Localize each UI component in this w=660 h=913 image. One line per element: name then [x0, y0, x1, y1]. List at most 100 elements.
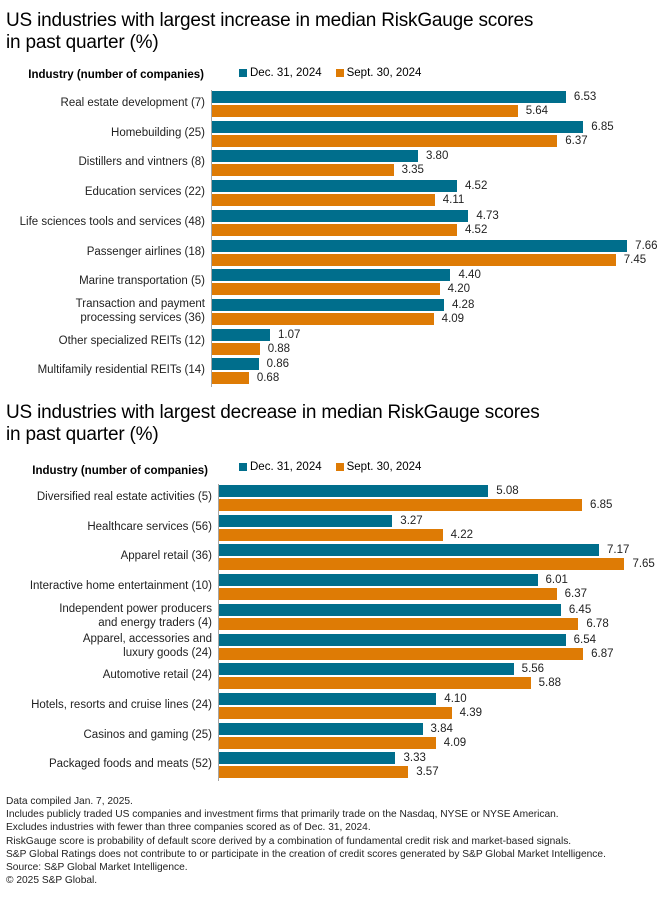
data-label-sept: 3.35 [401, 164, 424, 177]
data-label-dec: 0.86 [266, 358, 289, 371]
category-label-line: Marine transportation (5) [79, 275, 205, 288]
bar-dec [212, 269, 451, 282]
bar-dec [219, 722, 423, 735]
bar-sept [212, 372, 249, 385]
bar-dec [219, 692, 437, 705]
bar-dec [212, 328, 270, 341]
legend-swatch-dec [239, 463, 247, 471]
chart-2-legend: Dec. 31, 2024 Sept. 30, 2024 [239, 461, 421, 473]
data-label-sept: 5.88 [538, 677, 562, 690]
bar-sept [219, 617, 579, 630]
data-label-dec: 3.27 [400, 514, 423, 527]
bar-sept [212, 253, 616, 266]
bar-sept [219, 499, 583, 511]
category-label: Passenger airlines (18) [0, 245, 205, 259]
data-label-sept: 0.68 [256, 372, 280, 385]
category-label-line: Packaged foods and meats (52) [48, 758, 212, 771]
bar-dec [219, 752, 396, 765]
data-label-sept: 5.64 [525, 105, 549, 117]
bar-dec [212, 298, 444, 311]
footnotes: Data compiled Jan. 7, 2025. Includes pub… [6, 795, 606, 887]
category-label-line: Other specialized REITs (12) [58, 334, 205, 347]
chart-2-title: US industries with largest decrease in m… [6, 402, 646, 446]
data-label-sept: 4.52 [464, 223, 488, 236]
data-label-dec: 3.80 [425, 150, 449, 163]
category-label-line: Apparel retail (36) [120, 550, 212, 563]
data-label-sept: 4.20 [447, 283, 471, 296]
footnote-line: © 2025 S&P Global. [6, 875, 98, 887]
category-label: Multifamily residential REITs (14) [0, 363, 205, 377]
category-label: Homebuilding (25) [0, 126, 205, 140]
bar-sept [212, 223, 457, 236]
footnote-line: S&P Global Ratings does not contribute t… [6, 848, 606, 860]
data-label-sept: 4.09 [441, 312, 465, 325]
category-label-line: Real estate development (7) [60, 97, 205, 109]
category-label: Hotels, resorts and cruise lines (24) [0, 698, 212, 712]
legend-swatch-sept [335, 69, 344, 77]
category-label-line: Homebuilding (25) [111, 126, 205, 139]
bar-dec [219, 544, 599, 557]
data-label-sept: 6.85 [590, 499, 613, 511]
bar-dec [219, 574, 538, 587]
bar-sept [219, 647, 584, 660]
bar-dec [212, 180, 457, 193]
data-label-dec: 5.08 [496, 485, 519, 497]
bar-dec [212, 239, 628, 252]
category-label-line: Diversified real estate activities (5) [36, 491, 212, 503]
data-label-sept: 4.11 [442, 194, 465, 207]
category-label: Education services (22) [0, 185, 205, 199]
chart-1-title-line-2: in past quarter (%) [6, 32, 159, 53]
category-label-line: Multifamily residential REITs (14) [37, 364, 205, 377]
legend-item-sept: Sept. 30, 2024 [335, 67, 421, 79]
chart-2-category-header: Industry (number of companies) [32, 465, 208, 477]
legend-label-sept: Sept. 30, 2024 [346, 461, 422, 473]
bar-sept [219, 677, 531, 690]
category-label: Marine transportation (5) [0, 274, 205, 288]
chart-1-title: US industries with largest increase in m… [6, 10, 646, 54]
legend-label-dec: Dec. 31, 2024 [250, 461, 322, 473]
data-label-sept: 4.22 [450, 528, 474, 541]
bar-dec [219, 514, 393, 527]
footnote-line: Data compiled Jan. 7, 2025. [6, 796, 133, 807]
bar-sept [219, 528, 443, 541]
data-label-dec: 6.85 [591, 120, 614, 133]
legend-item-dec: Dec. 31, 2024 [239, 67, 322, 79]
chart-1-category-header: Industry (number of companies) [28, 69, 204, 81]
footnote-line: Excludes industries with fewer than thre… [6, 822, 371, 834]
data-label-sept: 6.78 [586, 617, 609, 630]
bar-dec [212, 358, 259, 371]
chart-2-plot: Diversified real estate activities (5) 5.… [0, 484, 660, 781]
bar-sept [212, 283, 440, 296]
category-label: Automotive retail (24) [0, 668, 212, 682]
data-label-sept: 0.88 [267, 342, 291, 355]
data-label-sept: 3.57 [416, 766, 439, 779]
data-label-dec: 6.45 [568, 603, 592, 616]
category-label: Other specialized REITs (12) [0, 334, 205, 348]
category-label-line: Distillers and vintners (8) [78, 156, 205, 169]
data-label-dec: 4.73 [476, 209, 499, 222]
bar-dec [212, 120, 584, 133]
footnote-line: Includes publicly traded US companies an… [6, 809, 559, 821]
category-label: Apparel retail (36) [0, 549, 212, 563]
y-axis-line [218, 484, 219, 781]
footnote-line: RiskGauge score is probability of defaul… [6, 835, 572, 847]
bar-sept [219, 706, 452, 719]
bar-sept [212, 134, 558, 147]
bar-sept [212, 105, 518, 117]
bar-dec [219, 603, 561, 616]
bar-sept [212, 194, 435, 207]
bar-sept [219, 736, 436, 749]
chart-1-plot: Real estate development (7) 6.53 5.64 Homeb… [0, 90, 660, 387]
legend-item-sept: Sept. 30, 2024 [335, 461, 422, 473]
category-label: Packaged foods and meats (52) [0, 757, 212, 771]
category-label-line: Casinos and gaming (25) [83, 728, 213, 741]
category-label-line: Life sciences tools and services (48) [19, 215, 205, 228]
data-label-dec: 4.52 [464, 180, 488, 193]
data-label-sept: 6.87 [591, 647, 614, 660]
legend-item-dec: Dec. 31, 2024 [239, 461, 322, 473]
category-label-line: Transaction and payment [75, 297, 205, 310]
bar-dec [212, 150, 418, 163]
bar-sept [219, 558, 625, 571]
category-label: Apparel, accessories and luxury goods (24… [0, 632, 212, 660]
chart-2-title-line-1: US industries with largest decrease in m… [6, 402, 540, 423]
